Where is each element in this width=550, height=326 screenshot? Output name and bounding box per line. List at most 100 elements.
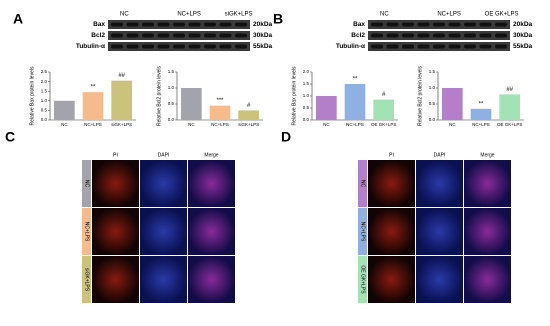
blot-size: 20kDa: [253, 21, 273, 28]
blot-band: [235, 33, 247, 38]
blot-band: [495, 33, 507, 38]
blot-band: [126, 33, 139, 38]
micrograph: [464, 208, 511, 255]
y-axis-label: Relative Bax protein levels: [29, 66, 35, 125]
blot-band: [219, 22, 232, 27]
significance: #: [382, 92, 386, 98]
blot-band: [417, 22, 430, 27]
blot-column: NC: [380, 12, 389, 18]
blot-band: [448, 22, 461, 27]
blot-band: [386, 22, 399, 27]
blot-band: [111, 33, 123, 38]
blot-band: [448, 44, 461, 49]
row-strip: [358, 160, 367, 207]
y-axis-label: Relative Bcl2 protein levels: [156, 65, 162, 126]
micrograph: [368, 256, 415, 303]
micro-row: OE GK+LPS: [360, 265, 366, 294]
blot-band: [433, 22, 445, 27]
micrograph: [188, 256, 235, 303]
bar: [54, 100, 75, 120]
micro-row: NC: [84, 180, 90, 188]
bar: [344, 84, 366, 120]
blot-band: [433, 33, 445, 38]
micrograph: [188, 208, 235, 255]
blot-band: [235, 22, 247, 27]
blot-band: [479, 44, 492, 49]
row-strip: [358, 208, 367, 255]
micrograph: [464, 160, 511, 207]
micro-row: NC: [360, 180, 366, 188]
significance: **: [479, 101, 484, 107]
micro-column: PI: [389, 152, 394, 158]
blot-size: 55kDa: [253, 43, 273, 50]
blot-band: [142, 44, 154, 49]
blot-row: Bcl2: [351, 32, 365, 39]
y-tick-label: 0.0: [303, 117, 310, 122]
blot-band: [386, 44, 399, 49]
x-tick-label: OE GK+LPS: [371, 122, 396, 127]
blot-band: [111, 44, 123, 49]
y-tick-label: 0.0: [168, 117, 175, 122]
y-axis-label: Relative Bax protein levels: [291, 66, 297, 125]
blot-band: [479, 33, 492, 38]
blot-band: [126, 44, 139, 49]
bar: [82, 92, 104, 120]
y-tick-label: 0.5: [168, 101, 175, 106]
blot-band: [371, 44, 383, 49]
blot-band: [464, 44, 476, 49]
blot-size: 30kDa: [513, 32, 533, 39]
y-tick-label: 2.5: [41, 69, 48, 74]
x-tick-label: NC+LPS: [472, 122, 490, 127]
y-tick-label: 0.5: [41, 108, 48, 113]
blot-band: [386, 33, 399, 38]
micrograph: [92, 256, 139, 303]
blot-band: [111, 22, 123, 27]
y-tick-label: 1.0: [429, 85, 436, 90]
significance: **: [353, 77, 358, 83]
micrograph: [92, 160, 139, 207]
blot-band: [479, 22, 492, 27]
blot-band: [448, 33, 461, 38]
bar: [111, 80, 132, 120]
blot-column: OE GK+LPS: [485, 12, 519, 18]
blot-column: siGK+LPS: [225, 12, 253, 18]
blot-band: [126, 22, 139, 27]
x-tick-label: NC: [323, 122, 330, 127]
y-tick-label: 1.0: [41, 98, 48, 103]
y-tick-label: 0.5: [429, 101, 436, 106]
x-tick-label: NC+LPS: [346, 122, 364, 127]
blot-band: [433, 44, 445, 49]
y-tick-label: 0.0: [41, 117, 48, 122]
micro-column: Merge: [480, 152, 494, 158]
x-tick-label: siGK+LPS: [111, 122, 132, 127]
bar: [316, 96, 337, 120]
blot-row: Bax: [353, 21, 365, 28]
x-tick-label: siGK+LPS: [238, 122, 259, 127]
micrograph: [416, 256, 463, 303]
significance: **: [91, 85, 96, 91]
micrograph: [464, 256, 511, 303]
micrograph: [140, 208, 187, 255]
x-tick-label: NC+LPS: [84, 122, 102, 127]
blot-band: [204, 22, 216, 27]
micrograph: [416, 160, 463, 207]
blot-band: [157, 44, 170, 49]
blot-band: [219, 44, 232, 49]
x-tick-label: NC: [61, 122, 68, 127]
y-tick-label: 1.5: [168, 69, 175, 74]
micrograph: [92, 208, 139, 255]
blot-column: NC: [120, 12, 129, 18]
blot-row: Bcl2: [91, 32, 105, 39]
blot-band: [173, 22, 185, 27]
x-tick-label: NC: [188, 122, 195, 127]
blot-band: [142, 33, 154, 38]
blot-band: [417, 44, 430, 49]
y-tick-label: 1.5: [303, 81, 310, 86]
panel-letter: A: [13, 11, 23, 27]
blot-column: NC+LPS: [437, 12, 461, 18]
micro-row: NC+LPS: [84, 222, 90, 242]
blot-column: NC+LPS: [177, 12, 201, 18]
bar: [373, 99, 394, 120]
panel-letter: B: [273, 11, 283, 27]
